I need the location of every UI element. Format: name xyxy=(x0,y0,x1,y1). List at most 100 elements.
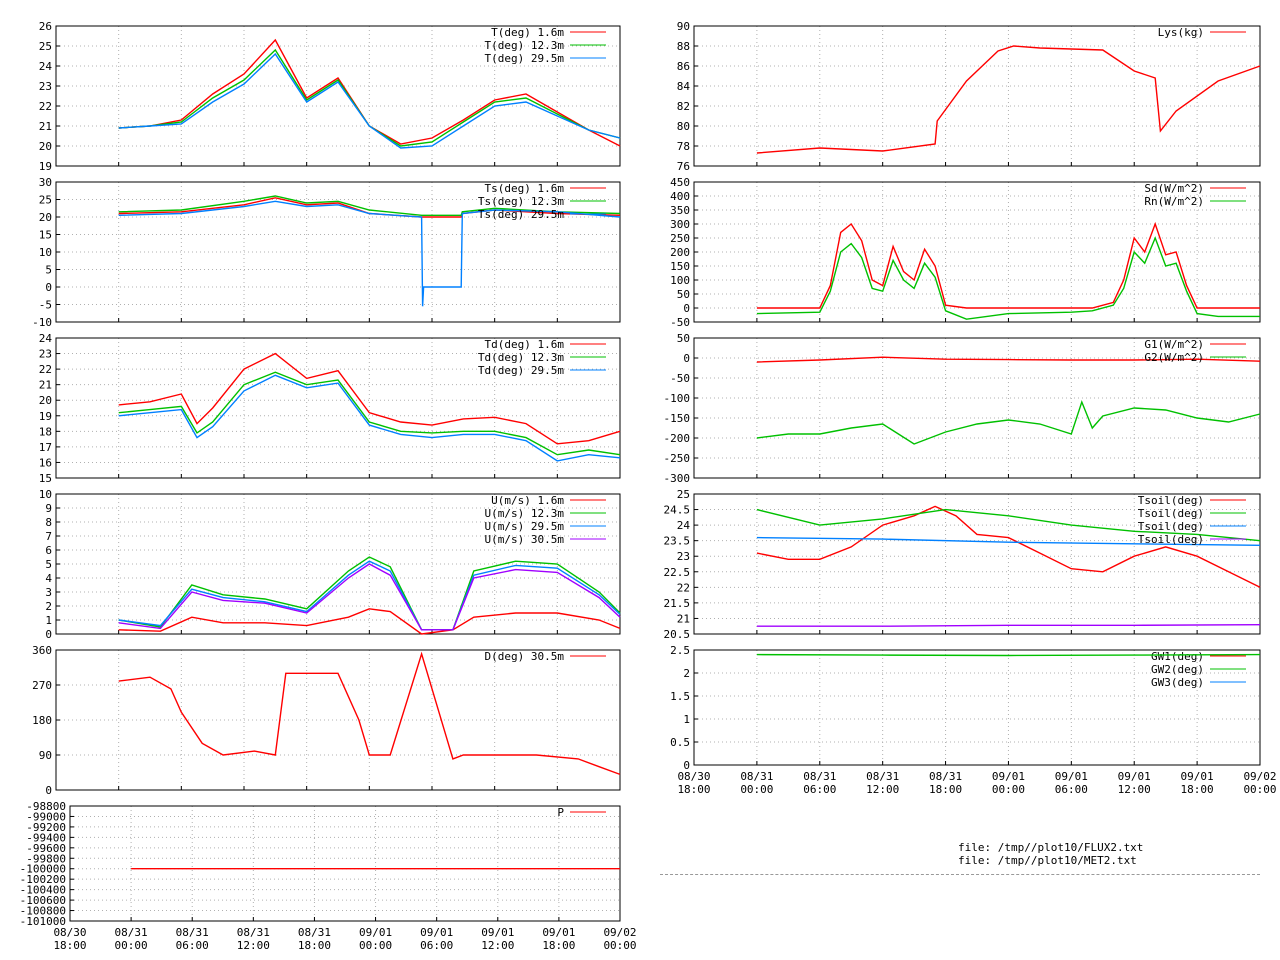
x-tick-label: 09/01 xyxy=(420,926,453,939)
x-tick-label: 08/31 xyxy=(929,770,962,783)
x-tick-label: 06:00 xyxy=(420,939,453,952)
x-tick-label: 08/31 xyxy=(803,770,836,783)
series-line xyxy=(756,236,1260,320)
y-tick-label: -150 xyxy=(664,412,691,425)
plot-frame xyxy=(693,493,1261,635)
y-tick-label: -99200 xyxy=(26,821,66,834)
y-tick-label: 22 xyxy=(39,100,52,113)
legend-label: Td(deg) 29.5m xyxy=(478,364,564,377)
y-tick-label: 90 xyxy=(39,749,52,762)
y-tick-label: -99400 xyxy=(26,831,66,844)
y-tick-label: 3 xyxy=(45,586,52,599)
legend-label: Td(deg) 12.3m xyxy=(478,351,564,364)
y-tick-label: 5 xyxy=(45,264,52,277)
y-tick-label: -100800 xyxy=(20,905,66,918)
y-tick-label: 10 xyxy=(39,246,52,259)
y-tick-label: 2 xyxy=(683,667,690,680)
y-tick-label: 50 xyxy=(677,288,690,301)
y-tick-label: 16 xyxy=(39,456,52,469)
y-tick-label: 21 xyxy=(39,379,52,392)
plot-frame xyxy=(55,493,621,635)
x-tick-label: 18:00 xyxy=(1181,783,1214,796)
x-tick-label: 00:00 xyxy=(740,783,773,796)
y-tick-label: 150 xyxy=(670,260,690,273)
x-tick-label: 09/02 xyxy=(603,926,636,939)
x-tick-label: 09/01 xyxy=(359,926,392,939)
x-tick-label: 09/01 xyxy=(992,770,1025,783)
x-tick-label: 00:00 xyxy=(1243,783,1276,796)
y-tick-label: -99000 xyxy=(26,810,66,823)
series-line xyxy=(756,653,1261,657)
y-tick-label: 9 xyxy=(45,502,52,515)
legend-label: T(deg) 1.6m xyxy=(491,26,564,39)
x-tick-label: 12:00 xyxy=(237,939,270,952)
x-tick-label: 08/30 xyxy=(53,926,86,939)
y-tick-label: 270 xyxy=(32,679,52,692)
y-tick-label: 90 xyxy=(677,20,690,33)
y-tick-label: 25 xyxy=(39,40,52,53)
legend-label: P xyxy=(557,806,564,819)
y-tick-label: 21 xyxy=(677,612,690,625)
x-tick-label: 08/31 xyxy=(237,926,270,939)
legend-label: T(deg) 12.3m xyxy=(485,39,565,52)
plot-frame xyxy=(55,181,621,323)
legend-label: T(deg) 29.5m xyxy=(485,52,565,65)
y-tick-label: 18 xyxy=(39,425,52,438)
x-tick-label: 00:00 xyxy=(359,939,392,952)
y-tick-label: -5 xyxy=(39,299,52,312)
y-tick-label: 20 xyxy=(39,211,52,224)
x-tick-label: 08/31 xyxy=(298,926,331,939)
y-tick-label: 22 xyxy=(39,363,52,376)
y-tick-label: 50 xyxy=(677,332,690,345)
y-tick-label: 0 xyxy=(683,352,690,365)
y-tick-label: -50 xyxy=(670,372,690,385)
file-label-flux: file: /tmp//plot10/FLUX2.txt xyxy=(958,841,1144,854)
x-tick-label: 09/02 xyxy=(1243,770,1276,783)
series-line xyxy=(118,352,621,445)
y-tick-label: -300 xyxy=(664,472,691,485)
y-tick-label: 24 xyxy=(39,332,53,345)
x-tick-label: 06:00 xyxy=(1055,783,1088,796)
legend-label: Rn(W/m^2) xyxy=(1144,195,1204,208)
y-tick-label: 15 xyxy=(39,229,52,242)
x-tick-label: 09/01 xyxy=(481,926,514,939)
x-tick-label: 09/01 xyxy=(1181,770,1214,783)
legend-label: Ts(deg) 29.5m xyxy=(478,208,564,221)
legend-label: Tsoil(deg) xyxy=(1138,533,1204,546)
y-tick-label: 26 xyxy=(39,20,52,33)
x-tick-label: 18:00 xyxy=(53,939,86,952)
y-tick-label: 19 xyxy=(39,410,52,423)
series-line xyxy=(756,221,1260,309)
y-tick-label: 7 xyxy=(45,530,52,543)
y-tick-label: 350 xyxy=(670,204,690,217)
y-tick-label: 20 xyxy=(39,394,52,407)
file-label-met: file: /tmp//plot10/MET2.txt xyxy=(958,854,1137,867)
x-tick-label: 18:00 xyxy=(298,939,331,952)
y-tick-label: 1 xyxy=(683,713,690,726)
y-tick-label: 360 xyxy=(32,644,52,657)
legend-label: G1(W/m^2) xyxy=(1144,338,1204,351)
y-tick-label: 0 xyxy=(683,302,690,315)
y-tick-label: 15 xyxy=(39,472,52,485)
plot-frame xyxy=(693,181,1261,323)
y-tick-label: 23 xyxy=(39,80,52,93)
y-tick-label: 24.5 xyxy=(664,504,691,517)
x-tick-label: 00:00 xyxy=(992,783,1025,796)
y-tick-label: -100200 xyxy=(20,873,66,886)
series-line xyxy=(118,608,621,635)
y-tick-label: 10 xyxy=(39,488,52,501)
x-tick-label: 00:00 xyxy=(115,939,148,952)
x-tick-label: 06:00 xyxy=(176,939,209,952)
y-tick-label: 86 xyxy=(677,60,690,73)
x-tick-label: 12:00 xyxy=(1118,783,1151,796)
y-tick-label: 22 xyxy=(677,581,690,594)
y-tick-label: 25 xyxy=(39,194,52,207)
y-tick-label: -101000 xyxy=(20,915,66,928)
y-tick-label: 6 xyxy=(45,544,52,557)
y-tick-label: 20 xyxy=(39,140,52,153)
series-line xyxy=(756,45,1261,154)
y-tick-label: 1.5 xyxy=(670,690,690,703)
series-line xyxy=(756,508,1261,542)
y-tick-label: 300 xyxy=(670,218,690,231)
